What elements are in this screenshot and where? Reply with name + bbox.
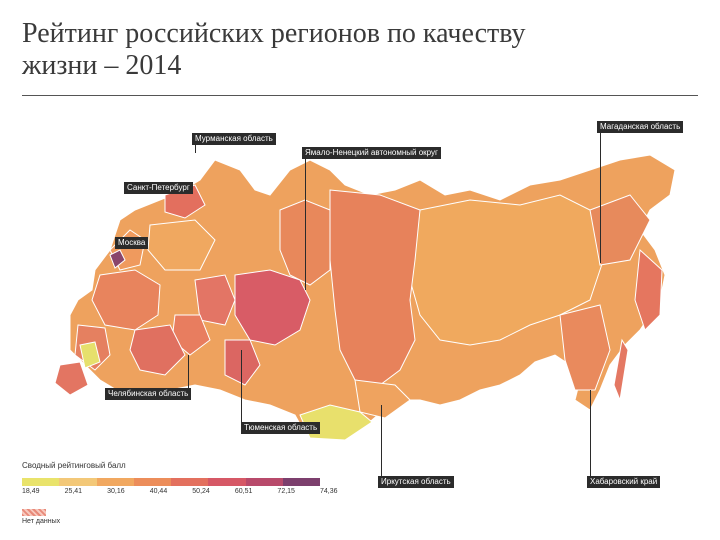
map-title: Рейтинг российских регионов по качеству … <box>22 18 526 81</box>
region-kalmykia <box>79 341 101 369</box>
region-tyumen <box>224 339 261 386</box>
region-central <box>91 269 161 331</box>
region-irkutsk <box>354 379 411 419</box>
label-spb: Санкт-Петербург <box>124 182 193 194</box>
legend-tick-label: 50,24 <box>192 488 210 495</box>
legend-swatch <box>208 478 246 486</box>
legend-swatch <box>171 478 209 486</box>
leader-chelyabinsk <box>188 355 189 388</box>
region-khabarovsk <box>559 304 611 391</box>
label-irkutsk: Иркутская область <box>378 476 454 488</box>
legend-swatch <box>133 478 171 486</box>
legend-swatch <box>22 478 60 486</box>
legend-swatch <box>96 478 134 486</box>
region-volga <box>129 324 186 376</box>
region-krasnoyarsk <box>329 189 421 386</box>
leader-magadan <box>600 131 601 263</box>
legend-title: Сводный рейтинговый балл <box>22 461 126 470</box>
leader-tyumen <box>241 350 242 422</box>
leader-khabarovsk <box>590 390 591 476</box>
region-kamchatka <box>634 248 663 331</box>
legend-swatch <box>59 478 97 486</box>
legend-color-scale <box>22 478 320 486</box>
region-khanty-mansi <box>234 269 311 346</box>
legend-tick-label: 25,41 <box>64 488 83 495</box>
region-komi <box>194 274 236 326</box>
legend-ticks: 18,49 25,41 30,16 40,44 50,24 60,51 72,15 74,36 <box>22 488 342 500</box>
legend-tick-label: 30,16 <box>107 488 125 495</box>
legend-tick-label: 72,15 <box>277 488 295 495</box>
label-magadan: Магаданская область <box>597 121 684 133</box>
russia-regions-map <box>54 154 676 441</box>
legend-swatch <box>282 478 320 486</box>
label-khabarovsk: Хабаровский край <box>587 476 661 488</box>
legend-tick-label: 74,36 <box>320 488 338 495</box>
label-yamal: Ямало-Ненецкий автономный округ <box>302 147 441 159</box>
region-sakhalin <box>613 338 629 402</box>
legend-tick-label: 40,44 <box>149 488 168 495</box>
title-divider <box>22 95 698 96</box>
region-magadan <box>589 194 651 266</box>
legend-tick-label: 60,51 <box>234 488 253 495</box>
region-moscow <box>109 249 126 269</box>
region-caucasus <box>54 361 89 396</box>
legend-nodata-label: Нет данных <box>22 518 61 525</box>
leader-yamal <box>305 157 306 290</box>
leader-irkutsk <box>381 405 382 476</box>
label-murmansk: Мурманская область <box>192 133 276 145</box>
legend-nodata-swatch <box>22 509 46 516</box>
label-moscow: Москва <box>115 237 149 249</box>
leader-murmansk <box>195 143 196 153</box>
label-tyumen: Тюменская область <box>241 422 321 434</box>
region-arkhangelsk <box>147 219 216 271</box>
legend-tick-label: 18,49 <box>22 488 40 495</box>
legend-swatch <box>245 478 283 486</box>
label-chelyabinsk: Челябинская область <box>105 388 192 400</box>
